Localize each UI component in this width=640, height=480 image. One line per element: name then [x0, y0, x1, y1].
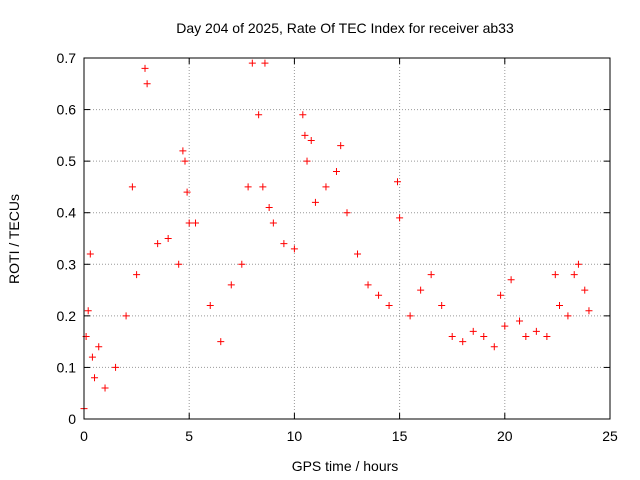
data-point — [490, 343, 498, 351]
data-point — [179, 147, 187, 155]
y-axis-label: ROTI / TECUs — [6, 194, 22, 284]
data-point — [497, 291, 505, 299]
data-point — [581, 286, 589, 294]
data-point — [206, 302, 214, 310]
data-point — [91, 374, 99, 382]
data-point — [122, 312, 130, 320]
data-point — [255, 111, 263, 119]
data-point — [516, 317, 524, 325]
data-point — [192, 219, 200, 227]
y-tick-label: 0.3 — [57, 256, 77, 272]
data-point — [364, 281, 372, 289]
data-point — [84, 307, 92, 315]
data-point — [269, 219, 277, 227]
data-point — [299, 111, 307, 119]
data-point — [238, 260, 246, 268]
data-point — [532, 327, 540, 335]
data-point — [393, 178, 401, 186]
x-tick-label: 20 — [497, 428, 513, 444]
data-point — [154, 240, 162, 248]
x-tick-label: 15 — [392, 428, 408, 444]
x-tick-label: 10 — [287, 428, 303, 444]
y-tick-label: 0.2 — [57, 308, 77, 324]
data-point — [574, 260, 582, 268]
data-point — [164, 235, 172, 242]
data-point — [307, 137, 315, 145]
data-point — [322, 183, 330, 191]
data-point — [183, 188, 191, 196]
data-point — [303, 157, 311, 165]
grid-lines — [84, 58, 610, 419]
data-point — [311, 198, 319, 206]
data-point — [480, 332, 488, 340]
data-point — [564, 312, 572, 320]
data-point — [101, 384, 109, 392]
data-point — [459, 338, 467, 346]
y-tick-label: 0.1 — [57, 359, 77, 375]
data-point — [133, 271, 141, 279]
x-tick-label: 5 — [185, 428, 193, 444]
data-point — [112, 363, 120, 371]
data-point — [143, 80, 151, 88]
data-point — [375, 291, 383, 299]
x-axis-label: GPS time / hours — [292, 458, 399, 474]
data-point — [507, 276, 515, 284]
data-point — [248, 59, 256, 67]
data-point — [95, 343, 103, 351]
data-point — [406, 312, 414, 320]
data-point — [543, 332, 551, 340]
data-point — [301, 131, 309, 139]
data-point — [290, 245, 298, 253]
plot-border — [83, 57, 611, 420]
data-point — [354, 250, 362, 258]
axis-ticks: 0 5 10 15 20 25 0 0.1 0.2 0.3 0.4 0.5 0.6 0.7 — [57, 50, 618, 444]
data-point — [141, 64, 149, 72]
data-point — [448, 332, 456, 340]
data-point — [551, 271, 559, 279]
data-point — [88, 353, 96, 361]
data-point — [396, 214, 404, 222]
data-point — [417, 286, 425, 294]
data-point — [438, 302, 446, 310]
x-tick-label: 25 — [602, 428, 618, 444]
y-tick-label: 0.7 — [57, 50, 77, 66]
y-tick-label: 0.6 — [57, 102, 77, 118]
data-point — [332, 167, 340, 175]
data-point — [501, 322, 509, 330]
data-point — [556, 302, 564, 310]
data-point — [585, 307, 593, 315]
x-tick-label: 0 — [80, 428, 88, 444]
data-point — [86, 250, 94, 258]
data-point — [280, 240, 288, 248]
data-point — [427, 271, 435, 279]
data-point — [259, 183, 267, 191]
data-point — [522, 332, 530, 340]
data-point — [337, 142, 345, 150]
y-tick-label: 0.4 — [57, 205, 77, 221]
y-tick-label: 0.5 — [57, 153, 77, 169]
data-point — [181, 157, 189, 165]
data-point — [227, 281, 235, 289]
data-point — [217, 338, 225, 346]
data-point — [343, 209, 351, 217]
data-point — [570, 271, 578, 279]
data-point — [175, 260, 183, 268]
chart-title: Day 204 of 2025, Rate Of TEC Index for r… — [176, 20, 514, 36]
data-point — [128, 183, 136, 191]
data-point — [185, 219, 193, 227]
data-points — [80, 59, 593, 413]
data-point — [265, 204, 273, 212]
data-point — [469, 327, 477, 335]
data-point — [261, 59, 269, 67]
data-point — [385, 302, 393, 310]
data-point — [244, 183, 252, 191]
y-tick-label: 0 — [68, 411, 76, 427]
